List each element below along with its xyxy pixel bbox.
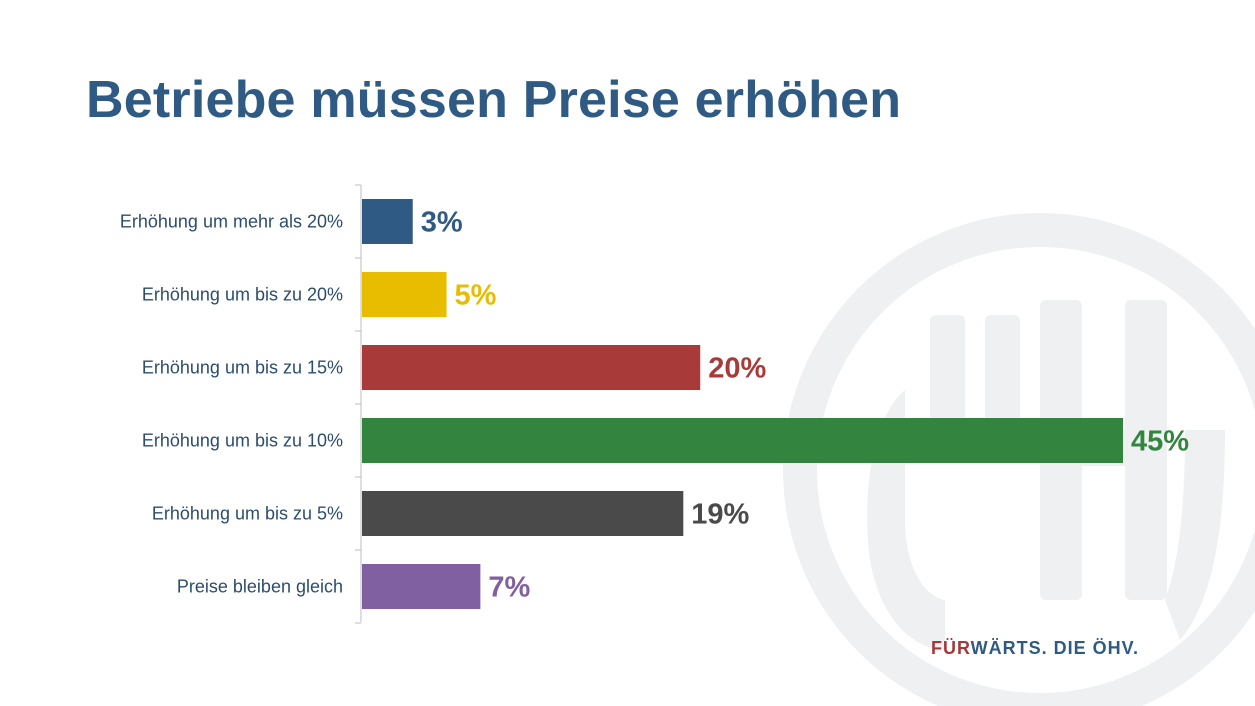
category-label: Erhöhung um bis zu 10% (142, 431, 343, 451)
bar-chart: Erhöhung um mehr als 20% Erhöhung um bis … (0, 0, 1255, 706)
value-label: 7% (488, 572, 530, 604)
category-label: Erhöhung um bis zu 20% (142, 285, 343, 305)
bar-5 (362, 491, 683, 536)
value-label: 20% (708, 353, 766, 385)
slogan-red-part: FÜR (931, 638, 971, 658)
category-label: Erhöhung um mehr als 20% (120, 212, 343, 232)
bar-2 (362, 272, 447, 317)
category-label: Erhöhung um bis zu 15% (142, 358, 343, 378)
value-label: 5% (455, 280, 497, 312)
value-label: 45% (1131, 426, 1189, 458)
value-label: 3% (421, 207, 463, 239)
bar-4 (362, 418, 1123, 463)
category-label: Preise bleiben gleich (177, 577, 343, 597)
bar-3 (362, 345, 700, 390)
slogan-blue-part: WÄRTS. DIE ÖHV. (971, 638, 1139, 658)
value-label: 19% (691, 499, 749, 531)
slogan-text: FÜRWÄRTS. DIE ÖHV. (931, 638, 1139, 659)
bar-1 (362, 199, 413, 244)
category-label: Erhöhung um bis zu 5% (152, 504, 343, 524)
bar-6 (362, 564, 480, 609)
